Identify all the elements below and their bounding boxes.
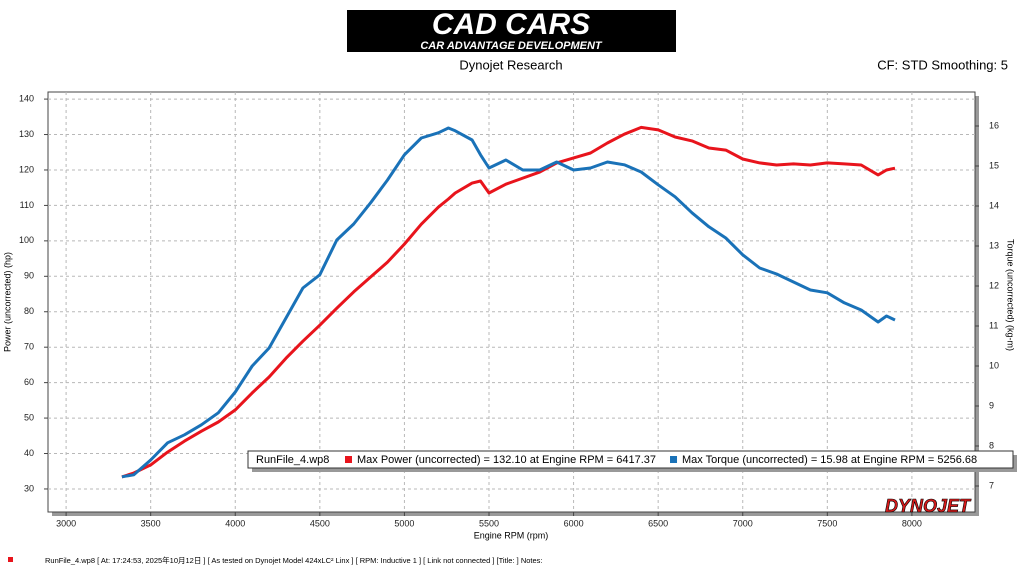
y2-tick-label: 9 bbox=[989, 400, 994, 410]
y-tick-label: 120 bbox=[19, 164, 34, 174]
x-tick-label: 7500 bbox=[817, 518, 837, 528]
y2-tick-label: 12 bbox=[989, 280, 999, 290]
y2-tick-label: 11 bbox=[989, 320, 998, 330]
x-tick-label: 5500 bbox=[479, 518, 499, 528]
logo: CAD CARS bbox=[432, 8, 590, 41]
series-line bbox=[121, 125, 896, 479]
dynojet-logo: DYNOJET bbox=[885, 496, 972, 516]
y2-tick-label: 14 bbox=[989, 200, 999, 210]
y-tick-label: 110 bbox=[20, 200, 34, 210]
legend-swatch bbox=[670, 456, 678, 463]
y-tick-label: 50 bbox=[24, 412, 34, 422]
series-line bbox=[121, 126, 896, 479]
y-axis-label: Power (uncorrected) (hp) bbox=[2, 252, 12, 352]
x-tick-label: 4000 bbox=[225, 518, 245, 528]
logo-tagline: CAR ADVANTAGE DEVELOPMENT bbox=[420, 40, 603, 52]
legend-label: Max Power (uncorrected) = 132.10 at Engi… bbox=[357, 454, 656, 466]
y2-tick-label: 10 bbox=[989, 360, 999, 370]
brand: Dynojet Research bbox=[459, 57, 562, 72]
y-tick-label: 100 bbox=[19, 235, 34, 245]
y-tick-label: 130 bbox=[19, 129, 34, 139]
y-tick-label: 30 bbox=[24, 483, 34, 493]
x-axis-label: Engine RPM (rpm) bbox=[474, 530, 549, 540]
logo-box bbox=[347, 10, 676, 52]
y2-axis-label: Torque (uncorrected) (kg-m) bbox=[1006, 239, 1016, 351]
y2-tick-label: 7 bbox=[989, 480, 994, 490]
x-tick-label: 5000 bbox=[394, 518, 414, 528]
y-tick-label: 80 bbox=[24, 306, 34, 316]
legend-label: Max Torque (uncorrected) = 15.98 at Engi… bbox=[682, 454, 977, 466]
footer: RunFile_4.wp8 [ At: 17:24:53, 2025年10月12… bbox=[45, 555, 543, 565]
x-tick-label: 6500 bbox=[648, 518, 668, 528]
x-tick-label: 4500 bbox=[310, 518, 330, 528]
legend-swatch bbox=[345, 456, 352, 463]
y-tick-label: 40 bbox=[24, 448, 34, 458]
x-tick-label: 8000 bbox=[902, 518, 922, 528]
plot-area bbox=[47, 91, 976, 513]
x-tick-label: 7000 bbox=[733, 518, 753, 528]
x-tick-label: 3000 bbox=[56, 518, 76, 528]
settings: CF: STD Smoothing: 5 bbox=[877, 57, 1008, 72]
y2-tick-label: 15 bbox=[989, 160, 999, 170]
x-tick-label: 3500 bbox=[141, 518, 161, 528]
x-tick-label: 6000 bbox=[564, 518, 584, 528]
y2-tick-label: 8 bbox=[989, 440, 994, 450]
y-tick-label: 90 bbox=[24, 271, 34, 281]
legend-title: RunFile_4.wp8 bbox=[256, 454, 329, 466]
y-tick-label: 70 bbox=[24, 342, 34, 352]
y2-tick-label: 16 bbox=[989, 120, 999, 130]
y2-tick-label: 13 bbox=[989, 240, 999, 250]
y-tick-label: 60 bbox=[24, 377, 34, 387]
footer-icon bbox=[8, 557, 13, 562]
legend: RunFile_4.wp8 Max Power (uncorrected) = 1… bbox=[247, 450, 1017, 472]
legend-box bbox=[247, 450, 1014, 469]
y-tick-label: 140 bbox=[19, 93, 34, 103]
